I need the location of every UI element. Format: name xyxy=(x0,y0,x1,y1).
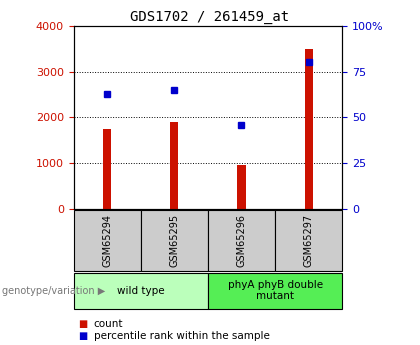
Text: ■: ■ xyxy=(78,319,87,329)
Text: percentile rank within the sample: percentile rank within the sample xyxy=(94,332,270,341)
Text: GSM65294: GSM65294 xyxy=(102,214,112,267)
Bar xyxy=(304,49,313,209)
Text: GSM65296: GSM65296 xyxy=(236,214,247,267)
Bar xyxy=(103,129,111,209)
Bar xyxy=(170,122,178,209)
Text: GSM65295: GSM65295 xyxy=(169,214,179,267)
Text: phyA phyB double
mutant: phyA phyB double mutant xyxy=(228,280,323,302)
Text: GDS1702 / 261459_at: GDS1702 / 261459_at xyxy=(131,10,289,24)
Text: ■: ■ xyxy=(78,332,87,341)
Text: wild type: wild type xyxy=(117,286,165,296)
Text: genotype/variation ▶: genotype/variation ▶ xyxy=(2,286,105,296)
Text: GSM65297: GSM65297 xyxy=(304,214,314,267)
Text: count: count xyxy=(94,319,123,329)
Bar xyxy=(237,165,246,209)
